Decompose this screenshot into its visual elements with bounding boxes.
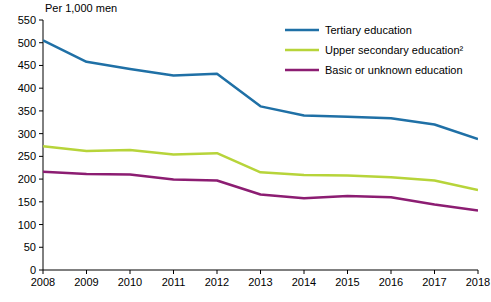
- x-tick: [217, 270, 218, 274]
- y-tick: [39, 247, 43, 248]
- legend-label: Upper secondary education²: [325, 44, 464, 56]
- x-tick: [260, 270, 261, 274]
- y-tick-label: 150: [18, 196, 36, 208]
- x-tick-label: 2008: [31, 276, 55, 288]
- x-tick: [43, 270, 44, 274]
- plot-area: [43, 40, 478, 210]
- x-tick: [130, 270, 131, 274]
- y-tick-label: 50: [24, 241, 36, 253]
- legend-swatch: [285, 69, 319, 72]
- y-tick-label: 550: [18, 14, 36, 26]
- y-tick: [39, 42, 43, 43]
- series-line: [43, 40, 478, 139]
- y-tick: [39, 88, 43, 89]
- x-tick-label: 2016: [379, 276, 403, 288]
- x-axis-line: [43, 270, 478, 271]
- x-tick: [86, 270, 87, 274]
- y-axis-label: Per 1,000 men: [45, 2, 117, 14]
- y-tick-label: 100: [18, 219, 36, 231]
- x-tick-label: 2014: [292, 276, 316, 288]
- y-tick-label: 250: [18, 150, 36, 162]
- legend-label: Basic or unknown education: [325, 64, 463, 76]
- y-tick: [39, 133, 43, 134]
- x-tick-label: 2013: [248, 276, 272, 288]
- y-tick: [39, 224, 43, 225]
- chart-svg: Per 1,000 men 0 50 100 150 200 250 300 350 400 450…: [0, 0, 491, 302]
- y-tick-label: 450: [18, 59, 36, 71]
- x-tick-label: 2017: [422, 276, 446, 288]
- y-tick-label: 400: [18, 82, 36, 94]
- x-tick: [434, 270, 435, 274]
- x-tick-label: 2018: [466, 276, 490, 288]
- y-tick-label: 300: [18, 128, 36, 140]
- y-tick: [39, 156, 43, 157]
- series-line: [43, 172, 478, 211]
- y-tick: [39, 20, 43, 21]
- x-tick: [478, 270, 479, 274]
- y-tick: [39, 270, 43, 271]
- y-axis-line: [43, 20, 44, 270]
- legend-swatch: [285, 29, 319, 32]
- legend-label: Tertiary education: [325, 24, 412, 36]
- legend-swatch: [285, 49, 319, 52]
- x-tick-label: 2009: [74, 276, 98, 288]
- x-tick-label: 2012: [205, 276, 229, 288]
- y-tick-label: 350: [18, 105, 36, 117]
- x-tick: [347, 270, 348, 274]
- x-tick: [304, 270, 305, 274]
- y-tick: [39, 110, 43, 111]
- x-tick: [391, 270, 392, 274]
- y-tick-label: 500: [18, 37, 36, 49]
- chart-container: Per 1,000 men 0 50 100 150 200 250 300 350 400 450…: [0, 0, 491, 302]
- x-tick-label: 2015: [335, 276, 359, 288]
- series-line: [43, 146, 478, 190]
- x-tick-label: 2010: [118, 276, 142, 288]
- y-tick: [39, 179, 43, 180]
- y-tick-label: 200: [18, 173, 36, 185]
- x-tick-label: 2011: [162, 276, 186, 288]
- y-tick: [39, 65, 43, 66]
- x-tick: [173, 270, 174, 274]
- y-tick: [39, 201, 43, 202]
- y-tick-label: 0: [30, 264, 36, 276]
